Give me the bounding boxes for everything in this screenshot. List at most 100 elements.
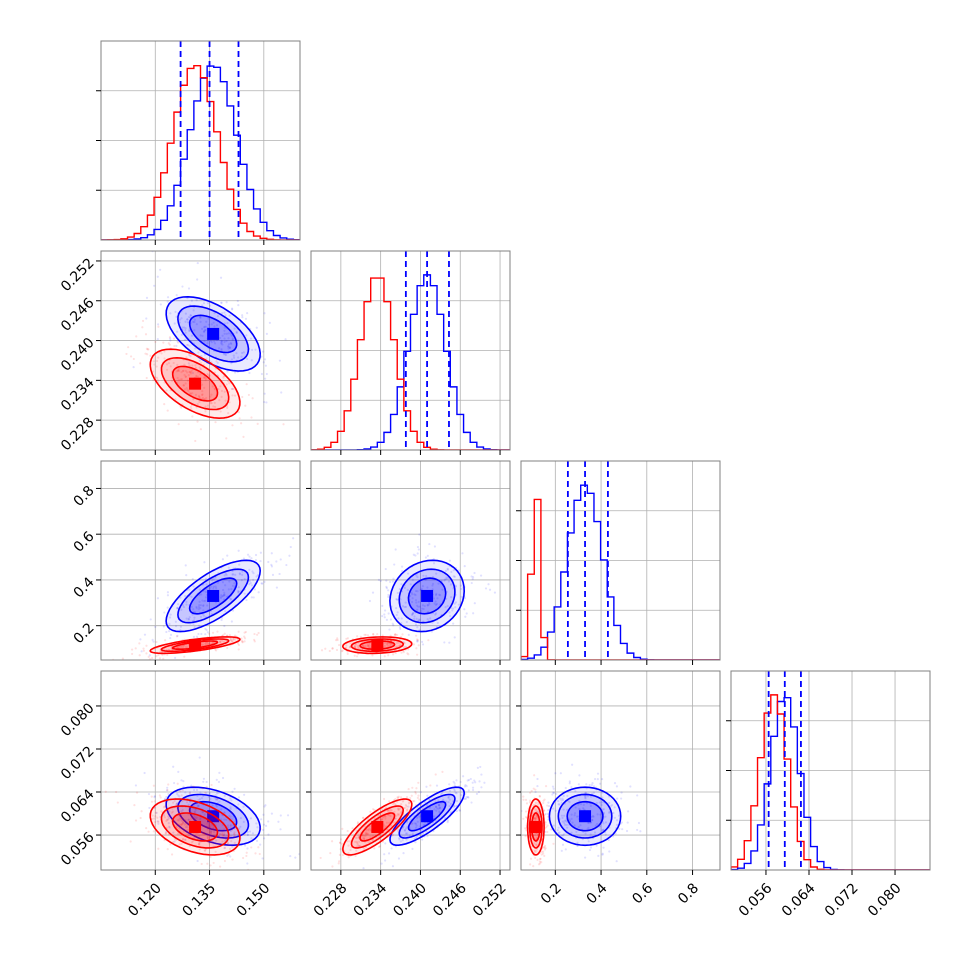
sample-point — [209, 402, 212, 405]
sample-point — [188, 792, 191, 795]
sample-point — [221, 595, 224, 598]
sample-point — [206, 862, 209, 865]
sample-point — [225, 834, 228, 838]
sample-point — [223, 846, 227, 849]
sample-point — [155, 811, 158, 815]
sample-point — [166, 788, 169, 792]
panel-3-2: 0.2 0.4 0.6 0.8 — [516, 670, 721, 907]
sample-point — [195, 299, 198, 302]
sample-point — [387, 593, 390, 597]
sample-point — [184, 564, 187, 567]
sample-point — [162, 625, 165, 628]
sample-point — [154, 625, 157, 628]
sample-point — [400, 570, 404, 573]
sample-point — [142, 649, 145, 652]
sample-point — [152, 830, 155, 833]
sample-point — [429, 784, 432, 787]
sample-point — [570, 831, 573, 834]
sample-point — [220, 340, 223, 343]
sample-point — [618, 827, 621, 830]
sample-point — [185, 387, 188, 390]
sample-point — [146, 348, 149, 351]
sample-point — [197, 605, 201, 609]
sample-point — [214, 648, 217, 651]
sample-point — [175, 635, 179, 638]
sample-point — [188, 364, 191, 367]
sample-point — [409, 594, 412, 598]
sample-point — [204, 590, 207, 594]
sample-point — [480, 786, 483, 789]
sample-point — [558, 831, 561, 834]
sample-point — [421, 604, 425, 607]
sample-point — [454, 791, 457, 794]
sample-point — [192, 398, 195, 401]
sample-point — [267, 560, 270, 564]
sample-point — [423, 604, 426, 608]
sample-point — [443, 641, 446, 644]
sample-point — [543, 846, 546, 849]
sample-point — [104, 790, 107, 793]
sample-point — [534, 817, 537, 820]
sample-point — [226, 646, 229, 650]
sample-point — [410, 600, 414, 604]
sample-point — [411, 800, 415, 803]
sample-point — [147, 792, 151, 796]
sample-point — [354, 645, 357, 648]
sample-point — [403, 829, 407, 832]
sample-point — [227, 800, 230, 803]
sample-point — [203, 397, 206, 401]
panel-content — [320, 533, 497, 660]
sample-point — [263, 580, 266, 583]
sample-point — [224, 584, 227, 587]
sample-point — [182, 384, 186, 387]
sample-point — [383, 853, 386, 856]
sample-point — [209, 809, 213, 812]
sample-point — [175, 803, 178, 806]
sample-point — [431, 584, 434, 587]
sample-point — [159, 796, 162, 799]
sample-point — [166, 848, 169, 851]
sample-point — [169, 312, 172, 315]
sample-point — [219, 833, 222, 836]
sample-point — [169, 636, 172, 640]
sample-point — [381, 808, 384, 811]
sample-point — [398, 626, 402, 629]
panel-frame — [100, 250, 301, 451]
sample-point — [399, 635, 403, 638]
sample-point — [163, 350, 166, 353]
sample-point — [245, 854, 248, 858]
sample-point — [367, 829, 370, 832]
sample-point — [129, 840, 132, 843]
sample-point — [191, 391, 194, 395]
sample-point — [242, 805, 245, 808]
sample-point — [221, 311, 224, 315]
sample-point — [208, 824, 211, 828]
sample-point — [184, 331, 187, 334]
sample-point — [428, 601, 431, 604]
sample-point — [388, 642, 391, 645]
x-tick-label: 0.228 — [311, 880, 351, 920]
sample-point — [604, 833, 607, 836]
sample-point — [467, 796, 470, 799]
sample-point — [365, 828, 368, 832]
sample-point — [368, 644, 371, 647]
sample-point — [561, 834, 565, 837]
sample-point — [237, 304, 240, 307]
sample-point — [180, 842, 183, 845]
sample-point — [226, 854, 229, 857]
sample-point — [563, 823, 567, 826]
sample-point — [243, 631, 246, 634]
sample-point — [233, 833, 236, 836]
sample-point — [449, 811, 452, 814]
sample-point — [242, 435, 245, 438]
sample-point — [566, 794, 569, 798]
sample-point — [175, 344, 178, 347]
sample-point — [167, 815, 170, 818]
sample-point — [189, 314, 193, 317]
sample-point — [410, 794, 413, 797]
sample-point — [335, 648, 339, 652]
sample-point — [471, 788, 475, 792]
sample-point — [380, 862, 383, 865]
sample-point — [209, 395, 212, 398]
density-peak — [189, 639, 202, 652]
